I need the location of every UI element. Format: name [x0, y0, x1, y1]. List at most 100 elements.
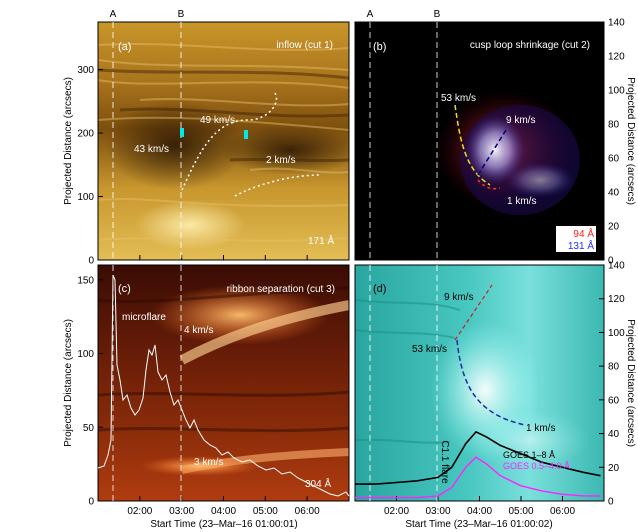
panel-a-dark-band [220, 125, 349, 175]
panel-c-y-axis: 0 50 100 150 [77, 275, 103, 508]
panel-a-label: (a) [118, 41, 131, 53]
panel-c-title: ribbon separation (cut 3) [227, 284, 335, 295]
panel-c-xlabel: Start Time (23–Mar–16 01:00:01) [150, 519, 297, 530]
panel-b-title: cusp loop shrinkage (cut 2) [470, 40, 590, 51]
panel-c-wavelength: 304 Å [305, 477, 331, 490]
y-tick-label: 20 [608, 222, 620, 233]
panel-c-x-axis: 02:00 03:00 04:00 05:00 06:00 [127, 496, 320, 517]
panel-a-title: inflow (cut 1) [276, 40, 333, 51]
panel-b-speed-9: 9 km/s [506, 115, 535, 126]
panel-b-label: (b) [373, 41, 386, 53]
panel-a: 0 100 200 300 (a) inflow (cut 1) 49 km/s 43… [63, 9, 350, 267]
panel-a-cyan-marker-right [244, 130, 248, 139]
y-tick-label: 100 [77, 192, 94, 203]
panel-c-lower-ribbon-glow [140, 456, 260, 476]
panel-c-ylabel: Projected Distance (arcsecs) [63, 319, 74, 447]
panel-b-x-ticks [396, 255, 563, 260]
panel-d-y-axis: 0 20 40 60 80 100 120 140 [599, 261, 625, 508]
panel-a-ylabel: Projected Distance (arcsecs) [63, 77, 74, 205]
y-tick-label: 150 [77, 275, 94, 286]
y-tick-label: 80 [608, 120, 620, 131]
y-tick-label: 60 [608, 395, 620, 406]
y-tick-label: 80 [608, 362, 620, 373]
panel-d-bright-tail [470, 410, 590, 470]
panel-a-streaks [98, 42, 349, 242]
panel-b: 0 20 40 60 80 100 120 140 (b) cusp loop shrinka… [354, 9, 636, 267]
panel-c-upper-ribbon [179, 300, 349, 365]
panel-d-fit-53 [456, 339, 526, 426]
panel-a-y-axis: 0 100 200 300 [77, 65, 103, 267]
panel-d-speed-9: 9 km/s [444, 292, 473, 303]
panel-a-inflow-curve-lower [234, 174, 321, 197]
panel-b-y-axis: 0 20 40 60 80 100 120 140 [599, 18, 625, 267]
panel-d-legend-goes-1-8: GOES 1–8 Å [503, 450, 555, 460]
panel-a-marker-b: B [178, 9, 185, 20]
y-tick-label: 140 [608, 261, 625, 272]
panel-b-marker-a: A [367, 9, 374, 20]
panel-d-xlabel: Start Time (23–Mar–16 01:00:02) [405, 519, 552, 530]
y-tick-label: 50 [83, 423, 95, 434]
y-tick-label: 140 [608, 18, 625, 29]
goes-series-1 [355, 430, 601, 485]
panel-a-bright-region [135, 200, 245, 250]
x-tick-label: 06:00 [295, 506, 320, 517]
panel-d-x-axis: 02:00 03:00 04:00 05:00 06:00 [384, 496, 575, 517]
y-tick-label: 100 [608, 86, 625, 97]
x-tick-label: 04:00 [211, 506, 236, 517]
x-tick-label: 05:00 [508, 506, 533, 517]
y-tick-label: 20 [608, 463, 620, 474]
panel-b-speed-1: 1 km/s [507, 196, 536, 207]
panel-b-ylabel: Projected Distance (arcsecs) [625, 77, 636, 205]
y-tick-label: 120 [608, 52, 625, 63]
y-tick-label: 200 [77, 129, 94, 140]
panel-d-speed-53: 53 km/s [412, 344, 447, 355]
x-tick-label: 03:00 [425, 506, 450, 517]
panel-a-x-ticks [139, 255, 308, 260]
panel-a-speed-2: 2 km/s [266, 155, 295, 166]
panel-d-goes-series [355, 430, 601, 499]
panel-b-bright-cusp [465, 115, 525, 185]
panel-a-wavelength: 171 Å [308, 234, 334, 247]
y-tick-label: 40 [608, 188, 620, 199]
y-tick-label: 100 [77, 349, 94, 360]
panel-c-speed-4: 4 km/s [184, 325, 213, 336]
y-tick-label: 0 [608, 497, 614, 508]
x-tick-label: 05:00 [253, 506, 278, 517]
y-tick-label: 40 [608, 429, 620, 440]
panel-d-legend-goes-05-4: GOES 0.5–4.0 Å [503, 461, 570, 471]
y-tick-label: 60 [608, 154, 620, 165]
panel-b-marker-b: B [434, 9, 441, 20]
panel-c-dark-streaks [98, 286, 349, 433]
panel-d-speed-1: 1 km/s [526, 423, 555, 434]
goes-series-2 [355, 456, 601, 499]
y-tick-label: 100 [608, 328, 625, 339]
panel-c-microflare: microflare [122, 312, 166, 323]
x-tick-label: 04:00 [467, 506, 492, 517]
panel-d-flare-label: C1.1 flare [439, 440, 450, 484]
panel-d-label: (d) [373, 283, 386, 295]
panel-b-fit-53 [454, 104, 491, 186]
panel-b-fit-9 [477, 129, 507, 176]
panel-a-cyan-marker-left [180, 128, 184, 137]
panel-b-bright-tail [505, 162, 575, 198]
panel-c-speed-3: 3 km/s [194, 457, 223, 468]
y-tick-label: 0 [88, 497, 94, 508]
x-tick-label: 03:00 [169, 506, 194, 517]
x-tick-label: 06:00 [550, 506, 575, 517]
panel-d-ylabel: Projected Distance (arcsecs) [625, 319, 636, 447]
y-tick-label: 0 [608, 256, 614, 267]
panel-b-legend-box [556, 226, 596, 252]
panel-b-legend-94: 94 Å [573, 227, 594, 240]
panel-a-inflow-curve-upper [181, 91, 278, 191]
panel-c-lightcurve [97, 274, 350, 497]
panel-a-dark-streaks [98, 68, 349, 163]
panel-b-fit-1 [477, 179, 501, 190]
panel-b-speed-53: 53 km/s [441, 93, 476, 104]
panel-d-streaks [355, 299, 461, 444]
y-tick-label: 0 [88, 256, 94, 267]
panel-a-speed-49: 49 km/s [200, 115, 235, 126]
panel-a-speed-43: 43 km/s [134, 144, 169, 155]
